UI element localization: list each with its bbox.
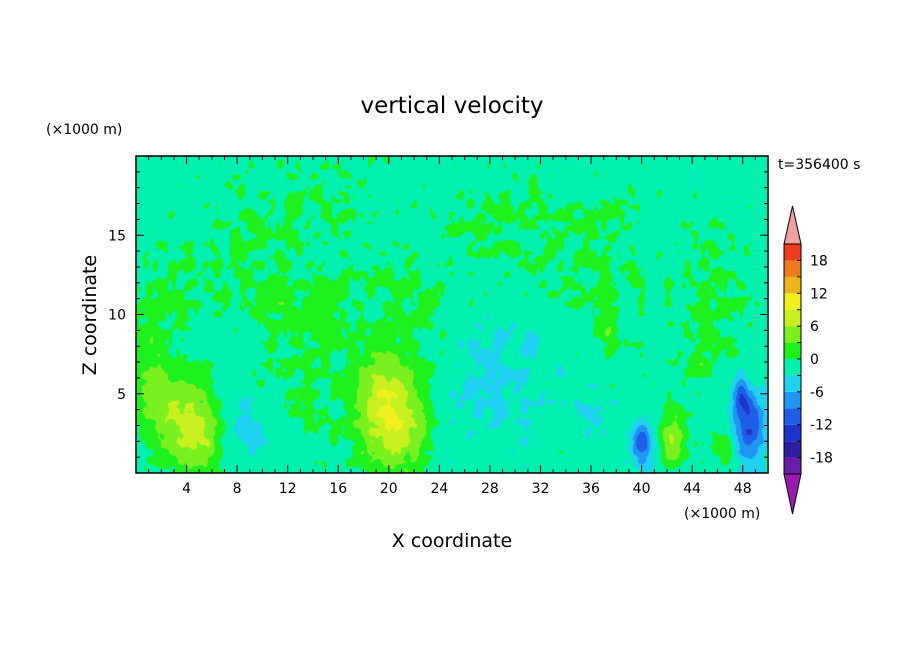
colorbar-tick-label: 12: [810, 286, 828, 302]
x-tick-label: 36: [582, 481, 600, 497]
x-tick-label: 16: [329, 481, 347, 497]
colorbar-tick-label: -6: [810, 385, 824, 401]
x-axis-ticks: 4 8 12 16 20 24 28 32 36 40 44 48: [148, 156, 756, 497]
colorbar-swatch: [784, 441, 801, 458]
colorbar-swatch: [784, 424, 801, 442]
x-tick-label: 8: [233, 481, 242, 497]
x-tick-label: 12: [279, 481, 297, 497]
colorbar-swatch: [784, 326, 801, 343]
colorbar-swatch: [784, 408, 801, 425]
colorbar-tick-label: 6: [810, 319, 819, 335]
y-tick-label: 5: [117, 387, 126, 403]
x-tick-label: 4: [182, 481, 191, 497]
colorbar-swatch: [784, 276, 801, 294]
x-tick-label: 40: [633, 481, 651, 497]
chart-title: vertical velocity: [361, 93, 544, 119]
colorbar: -18 -12 -6 0 6 12 18: [783, 205, 833, 515]
y-axis-label: Z coordinate: [79, 255, 101, 375]
colorbar-swatch: [784, 359, 801, 376]
colorbar-tick-label: -12: [810, 418, 833, 434]
x-unit-label: (×1000 m): [684, 506, 760, 522]
time-label: t=356400 s: [778, 157, 860, 173]
colorbar-swatch: [784, 260, 801, 277]
colorbar-swatch: [784, 457, 801, 474]
colorbar-tick-label: 0: [810, 352, 819, 368]
y-tick-label: 10: [108, 308, 126, 324]
x-axis-label: X coordinate: [392, 530, 512, 552]
colorbar-swatch: [784, 342, 801, 359]
colorbar-swatch: [784, 244, 801, 261]
x-tick-label: 28: [481, 481, 499, 497]
colorbar-over-triangle: [783, 205, 802, 245]
y-axis-ticks: 5 10 15: [108, 171, 768, 458]
colorbar-tick-label: 18: [810, 253, 828, 269]
x-tick-label: 48: [734, 481, 752, 497]
colorbar-swatch: [784, 375, 801, 392]
x-tick-label: 44: [683, 481, 701, 497]
colorbar-swatch: [784, 293, 801, 310]
x-tick-label: 24: [430, 481, 448, 497]
x-tick-label: 20: [380, 481, 398, 497]
y-tick-label: 15: [108, 228, 126, 244]
colorbar-swatch: [784, 309, 801, 327]
colorbar-tick-label: -18: [810, 451, 833, 467]
colorbar-swatch: [784, 391, 801, 409]
colorbar-under-triangle: [783, 473, 802, 515]
velocity-field: [136, 156, 768, 473]
x-tick-label: 32: [532, 481, 550, 497]
y-unit-label: (×1000 m): [46, 122, 122, 138]
